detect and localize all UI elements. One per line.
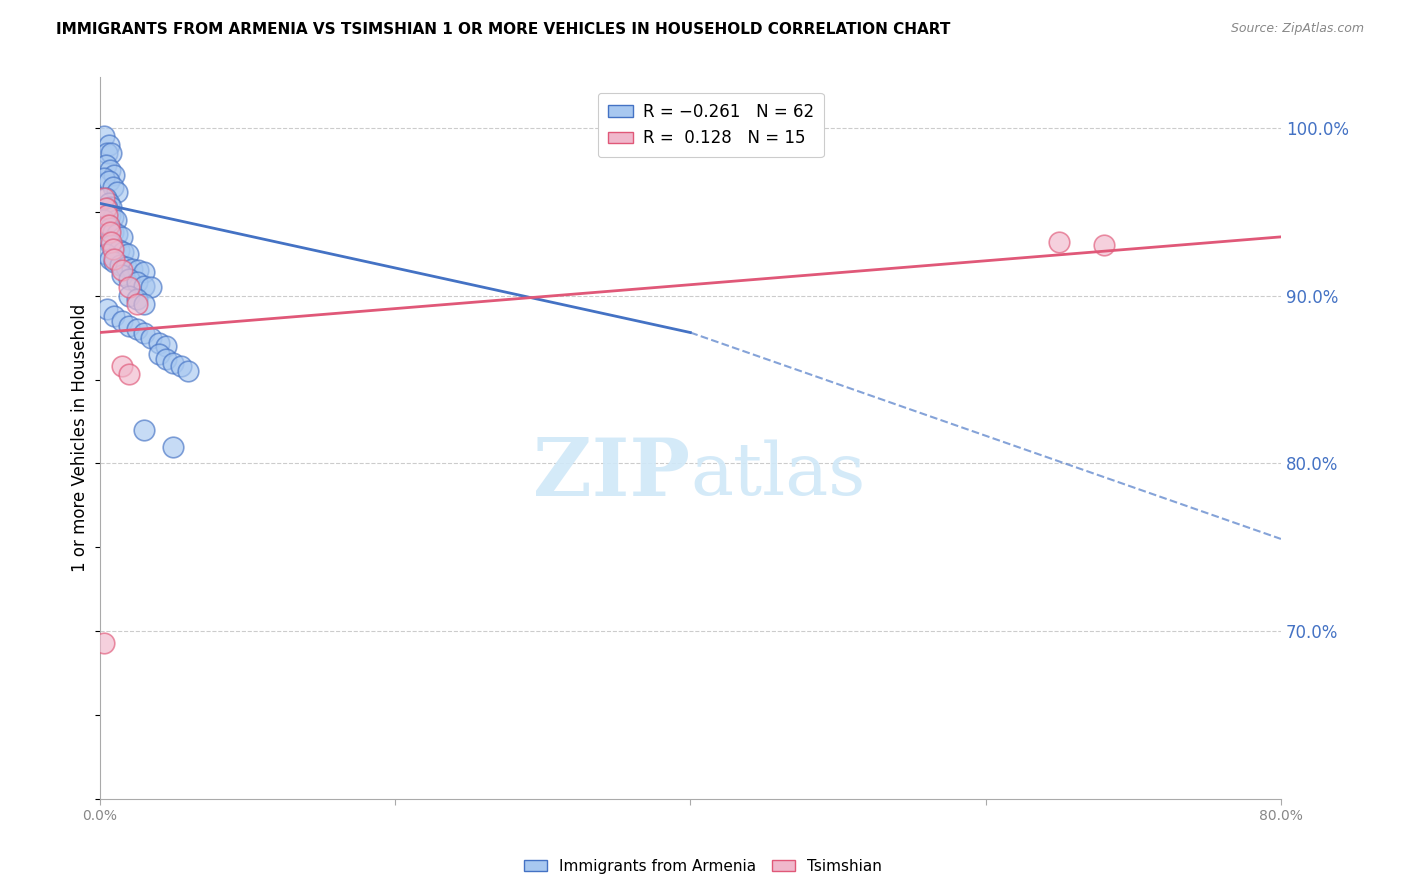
Point [97, 137, 120, 152]
Point [155, 339, 177, 353]
Point [162, 356, 184, 370]
Point [103, 309, 125, 323]
Text: Source: ZipAtlas.com: Source: ZipAtlas.com [1230, 22, 1364, 36]
Point [155, 352, 177, 367]
Point [93, 171, 115, 186]
Point [93, 191, 115, 205]
Point [96, 301, 118, 316]
Point [132, 423, 155, 437]
Point [177, 364, 200, 378]
Point [132, 297, 155, 311]
Legend: R = −0.261   N = 62, R =  0.128   N = 15: R = −0.261 N = 62, R = 0.128 N = 15 [598, 93, 824, 157]
Point [94, 246, 117, 260]
Point [121, 261, 143, 276]
Point [101, 242, 124, 256]
Point [93, 213, 115, 227]
Point [115, 260, 138, 274]
Point [103, 242, 125, 256]
Y-axis label: 1 or more Vehicles in Household: 1 or more Vehicles in Household [72, 304, 89, 573]
Point [96, 145, 118, 160]
Point [125, 292, 148, 306]
Point [98, 252, 121, 266]
Point [1092, 238, 1115, 252]
Point [101, 210, 124, 224]
Point [170, 359, 193, 373]
Point [1049, 235, 1071, 249]
Point [141, 330, 163, 344]
Point [96, 202, 118, 216]
Point [97, 218, 120, 232]
Point [132, 265, 155, 279]
Point [111, 314, 134, 328]
Point [98, 208, 121, 222]
Point [117, 246, 139, 260]
Point [93, 129, 115, 144]
Point [125, 297, 148, 311]
Point [103, 255, 125, 269]
Point [94, 158, 117, 172]
Point [100, 235, 122, 249]
Point [97, 235, 120, 249]
Legend: Immigrants from Armenia, Tsimshian: Immigrants from Armenia, Tsimshian [519, 853, 887, 880]
Point [98, 225, 121, 239]
Point [97, 174, 120, 188]
Point [148, 347, 170, 361]
Point [125, 322, 148, 336]
Point [125, 275, 148, 289]
Point [132, 326, 155, 340]
Point [148, 335, 170, 350]
Point [100, 200, 122, 214]
Point [100, 238, 122, 252]
Text: IMMIGRANTS FROM ARMENIA VS TSIMSHIAN 1 OR MORE VEHICLES IN HOUSEHOLD CORRELATION: IMMIGRANTS FROM ARMENIA VS TSIMSHIAN 1 O… [56, 22, 950, 37]
Point [104, 213, 127, 227]
Point [118, 272, 141, 286]
Text: atlas: atlas [690, 439, 866, 509]
Point [94, 202, 117, 216]
Text: ZIP: ZIP [533, 435, 690, 513]
Point [111, 359, 134, 373]
Point [111, 263, 134, 277]
Point [96, 208, 118, 222]
Point [132, 278, 155, 293]
Point [100, 145, 122, 160]
Point [111, 230, 134, 244]
Point [93, 636, 115, 650]
Point [162, 440, 184, 454]
Point [101, 179, 124, 194]
Point [97, 196, 120, 211]
Point [103, 252, 125, 266]
Point [105, 227, 128, 241]
Point [98, 221, 121, 235]
Point [96, 218, 118, 232]
Point [110, 259, 132, 273]
Point [118, 280, 141, 294]
Point [108, 244, 131, 258]
Point [101, 225, 124, 239]
Point [98, 162, 121, 177]
Point [127, 263, 149, 277]
Point [118, 318, 141, 333]
Point [111, 268, 134, 283]
Point [105, 185, 128, 199]
Point [118, 368, 141, 382]
Point [94, 191, 117, 205]
Point [112, 244, 135, 259]
Point [141, 280, 163, 294]
Point [118, 288, 141, 302]
Point [103, 168, 125, 182]
